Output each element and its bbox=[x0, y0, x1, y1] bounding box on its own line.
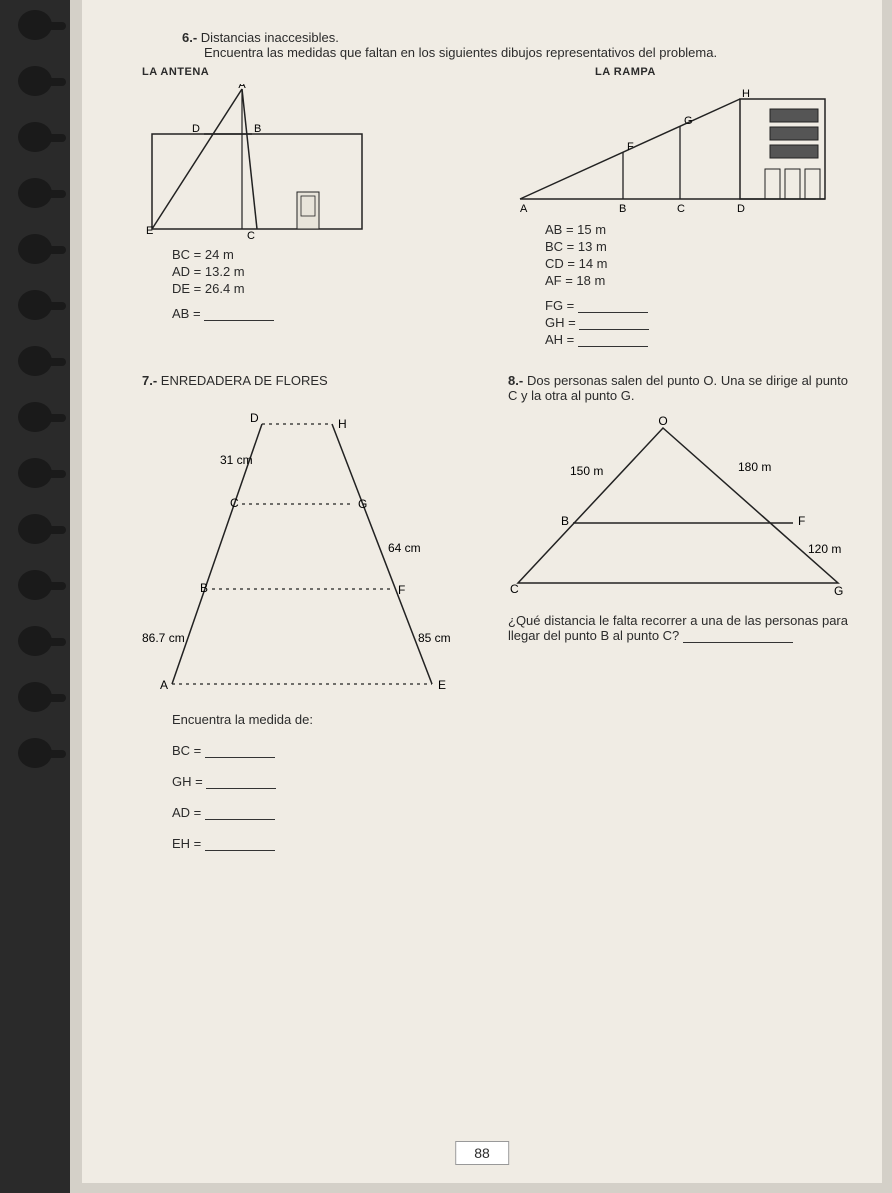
problem8: 8.- Dos personas salen del punto O. Una … bbox=[508, 373, 848, 857]
binding-ring bbox=[18, 122, 52, 152]
binding-ring bbox=[18, 514, 52, 544]
binding-ring bbox=[18, 346, 52, 376]
problem8-number: 8.- bbox=[508, 373, 523, 388]
q7-find-ad: AD = bbox=[172, 805, 201, 820]
binding-ring bbox=[18, 66, 52, 96]
q7-find-bc: BC = bbox=[172, 743, 201, 758]
measure-ob: 150 m bbox=[570, 464, 603, 478]
problem7-prompt: Encuentra la medida de: bbox=[172, 712, 468, 727]
spiral-binding bbox=[0, 0, 70, 1193]
blank-fg[interactable] bbox=[578, 301, 648, 313]
binding-ring bbox=[18, 10, 52, 40]
label-A3: A bbox=[160, 678, 168, 692]
problem8-question: ¿Qué distancia le falta recorrer a una d… bbox=[508, 613, 848, 643]
label-B: B bbox=[254, 123, 261, 135]
label-D2: D bbox=[737, 203, 745, 214]
label-G2: G bbox=[684, 115, 693, 127]
rampa-find-ah: AH = bbox=[545, 332, 574, 347]
problem6-header: 6.- Distancias inaccesibles. Encuentra l… bbox=[182, 30, 848, 60]
blank-ah[interactable] bbox=[578, 335, 648, 347]
label-D: D bbox=[192, 123, 200, 135]
binding-ring bbox=[18, 738, 52, 768]
label-G3: G bbox=[358, 497, 367, 511]
rampa-find-gh: GH = bbox=[545, 315, 576, 330]
measure-of: 180 m bbox=[738, 460, 771, 474]
rampa-given-cd: CD = 14 m bbox=[545, 256, 848, 271]
label-D3: D bbox=[250, 411, 259, 425]
blank-gh7[interactable] bbox=[206, 777, 276, 789]
antena-given-ad: AD = 13.2 m bbox=[172, 264, 475, 279]
rampa-caption: LA RAMPA bbox=[595, 66, 848, 78]
label-O: O bbox=[658, 414, 667, 428]
label-F3: F bbox=[398, 583, 405, 597]
antena-find-ab: AB = bbox=[172, 306, 201, 321]
q7-find-gh: GH = bbox=[172, 774, 203, 789]
label-B4: B bbox=[561, 514, 569, 528]
rampa-given-bc: BC = 13 m bbox=[545, 239, 848, 254]
rampa-given-ab: AB = 15 m bbox=[545, 222, 848, 237]
rampa-find-fg: FG = bbox=[545, 298, 574, 313]
label-B2: B bbox=[619, 203, 626, 214]
blank-bc7[interactable] bbox=[205, 746, 275, 758]
problem6-rampa: LA RAMPA bbox=[515, 66, 848, 349]
blank-ab[interactable] bbox=[204, 309, 274, 321]
binding-ring bbox=[18, 234, 52, 264]
enredadera-diagram: A B C D H G F E 31 cm 64 cm 86.7 cm 85 c… bbox=[142, 394, 462, 704]
label-C3: C bbox=[230, 496, 239, 510]
label-H3: H bbox=[338, 417, 347, 431]
problem6-antena: LA ANTENA A D B E bbox=[142, 66, 475, 349]
binding-ring bbox=[18, 626, 52, 656]
binding-ring bbox=[18, 458, 52, 488]
problem7-title: ENREDADERA DE FLORES bbox=[161, 373, 328, 388]
problem7-number: 7.- bbox=[142, 373, 157, 388]
problem6-instruction: Encuentra las medidas que faltan en los … bbox=[204, 45, 848, 60]
measure-fe: 85 cm bbox=[418, 631, 451, 645]
label-F4: F bbox=[798, 514, 805, 528]
label-C2: C bbox=[677, 203, 685, 214]
q7-find-eh: EH = bbox=[172, 836, 201, 851]
problem6-title: Distancias inaccesibles. bbox=[201, 30, 339, 45]
label-E: E bbox=[146, 225, 153, 237]
problem6-number: 6.- bbox=[182, 30, 197, 45]
binding-ring bbox=[18, 682, 52, 712]
rampa-given-af: AF = 18 m bbox=[545, 273, 848, 288]
antena-given-bc: BC = 24 m bbox=[172, 247, 475, 262]
rampa-diagram: A B C D F G H bbox=[515, 84, 835, 214]
antena-diagram: A D B E C bbox=[142, 84, 372, 239]
label-B3: B bbox=[200, 581, 208, 595]
label-A: A bbox=[238, 84, 246, 91]
blank-bc8[interactable] bbox=[683, 631, 793, 643]
measure-ab: 86.7 cm bbox=[142, 631, 185, 645]
label-C: C bbox=[247, 230, 255, 239]
antena-given-de: DE = 26.4 m bbox=[172, 281, 475, 296]
binding-ring bbox=[18, 178, 52, 208]
label-G4: G bbox=[834, 584, 843, 598]
label-A2: A bbox=[520, 203, 528, 214]
binding-ring bbox=[18, 290, 52, 320]
measure-dc: 31 cm bbox=[220, 453, 253, 467]
measure-fg: 120 m bbox=[808, 542, 841, 556]
binding-ring bbox=[18, 402, 52, 432]
label-F2: F bbox=[627, 141, 634, 153]
blank-ad7[interactable] bbox=[205, 808, 275, 820]
page-number: 88 bbox=[455, 1141, 509, 1165]
problem7: 7.- ENREDADERA DE FLORES A B C bbox=[142, 373, 468, 857]
label-H2: H bbox=[742, 88, 750, 100]
worksheet-page: 6.- Distancias inaccesibles. Encuentra l… bbox=[82, 0, 882, 1183]
label-C4: C bbox=[510, 582, 519, 596]
antena-caption: LA ANTENA bbox=[142, 66, 475, 78]
problem8-statement: Dos personas salen del punto O. Una se d… bbox=[508, 373, 848, 403]
triangle-diagram: O B F C G 150 m 180 m 120 m bbox=[508, 413, 848, 603]
binding-ring bbox=[18, 570, 52, 600]
label-E3: E bbox=[438, 678, 446, 692]
blank-eh7[interactable] bbox=[205, 839, 275, 851]
measure-gf: 64 cm bbox=[388, 541, 421, 555]
blank-gh[interactable] bbox=[579, 318, 649, 330]
